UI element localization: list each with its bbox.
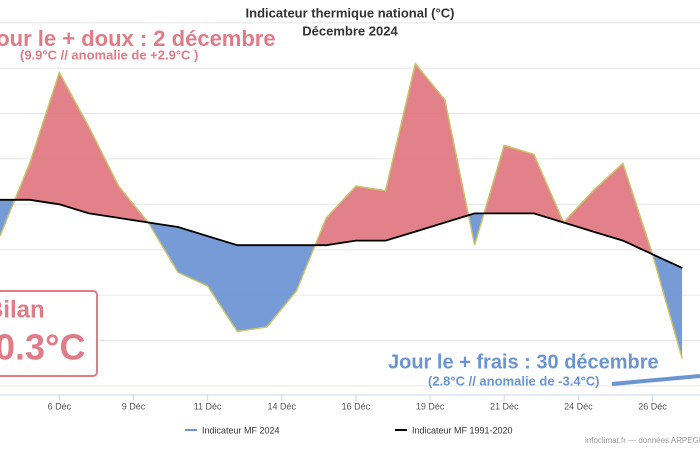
- x-tick-label: 9 Déc: [122, 401, 146, 411]
- legend-label: Indicateur MF 1991-2020: [412, 425, 513, 435]
- legend: Indicateur MF 2024 Indicateur MF 1991-202…: [185, 425, 513, 435]
- observed-line: [0, 61, 683, 359]
- areas: [0, 63, 683, 359]
- cold-arrow: [611, 374, 700, 386]
- chart-subtitle: Décembre 2024: [302, 23, 398, 38]
- x-axis: 6 Déc 9 Déc 11 Déc 14 Déc 16 Déc 19 Déc 21 Déc…: [0, 394, 700, 411]
- x-tick-label: 19 Déc: [416, 401, 445, 411]
- summary-box: [0, 290, 98, 377]
- x-tick-label: 16 Déc: [342, 401, 371, 411]
- chart-title: Indicateur thermique national (°C): [246, 5, 455, 20]
- x-tick-label: 21 Déc: [490, 401, 519, 411]
- credits: infoclimat.fr — données ARPEGE Météo-Fra…: [585, 436, 700, 445]
- x-tick-label: 6 Déc: [48, 401, 72, 411]
- summary-value: +0.3°C: [0, 327, 85, 368]
- cold-annotation-detail: (2.8°C // anomalie de -3.4°C): [428, 373, 600, 388]
- warm-anomaly-area: [0, 63, 683, 268]
- normal-line: [0, 198, 683, 269]
- lines: [0, 61, 683, 359]
- x-tick-label: 11 Déc: [194, 401, 222, 411]
- cold-annotation-title: Jour le + frais : 30 décembre: [388, 351, 659, 373]
- summary-title: Bilan: [0, 296, 45, 323]
- legend-label: Indicateur MF 2024: [202, 425, 280, 435]
- warm-annotation-detail: (9.9°C // anomalie de +2.9°C ): [20, 47, 198, 62]
- warm-annotation-title: Jour le + doux : 2 décembre: [0, 26, 276, 51]
- x-tick-label: 24 Déc: [564, 401, 593, 411]
- x-tick-label: 14 Déc: [268, 401, 297, 411]
- x-tick-label: 26 Déc: [638, 401, 667, 411]
